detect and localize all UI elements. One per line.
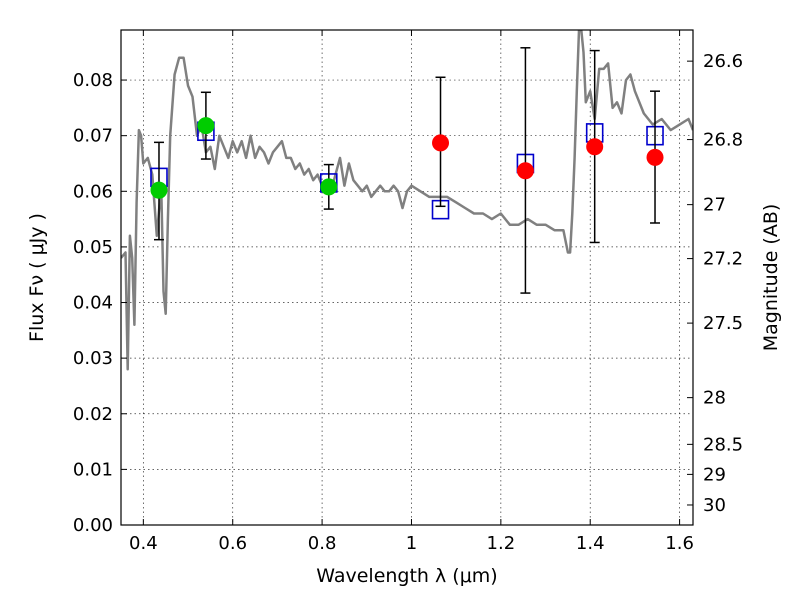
spectrum-line: [121, 30, 693, 371]
y2-tick-label: 27.2: [703, 249, 743, 270]
y-axis-label: Flux Fν ( μJy ): [26, 213, 48, 342]
grid: [121, 30, 693, 526]
x-tick-label: 1.6: [665, 533, 694, 554]
data-point: [150, 181, 168, 199]
y-tick-label: 0.05: [73, 237, 113, 258]
data-point: [432, 134, 450, 152]
y-tick-label: 0.06: [73, 181, 113, 202]
y2-tick-label: 27.5: [703, 313, 743, 334]
y2-axis-label: Magnitude (AB): [760, 204, 782, 352]
y-tick-label: 0.03: [73, 348, 113, 369]
y2-tick-label: 27: [703, 195, 726, 216]
spectrum-layer: [121, 30, 693, 371]
tick-layer: 0.4 0.6 0.8 1 1.2 1.4 1.6 0.00 0.01 0.02 0.03 0.04 0…: [73, 30, 743, 554]
y-tick-label: 0.08: [73, 70, 113, 91]
data-point: [197, 117, 215, 135]
y2-tick-label: 26.6: [703, 51, 743, 72]
data-point: [320, 178, 338, 196]
x-tick-label: 0.6: [218, 533, 247, 554]
plot-frame: [120, 29, 694, 526]
y2-tick-label: 28: [703, 388, 726, 409]
data-point: [646, 148, 664, 166]
y-tick-label: 0.01: [73, 459, 113, 480]
y2-tick-label: 29: [703, 464, 726, 485]
x-tick-label: 0.4: [129, 533, 158, 554]
y-tick-label: 0.00: [73, 515, 113, 536]
y-tick-label: 0.07: [73, 126, 113, 147]
x-tick-label: 0.8: [308, 533, 337, 554]
data-point: [586, 138, 604, 156]
data-point: [516, 162, 534, 180]
x-tick-label: 1.4: [576, 533, 605, 554]
y2-tick-label: 26.8: [703, 130, 743, 151]
x-tick-label: 1: [406, 533, 417, 554]
marker-layer: [150, 47, 664, 294]
y2-tick-label: 28.5: [703, 434, 743, 455]
y2-tick-label: 30: [703, 495, 726, 516]
x-axis-label: Wavelength λ (μm): [316, 565, 497, 587]
y-tick-label: 0.02: [73, 404, 113, 425]
x-tick-label: 1.2: [487, 533, 516, 554]
y-tick-label: 0.04: [73, 293, 113, 314]
